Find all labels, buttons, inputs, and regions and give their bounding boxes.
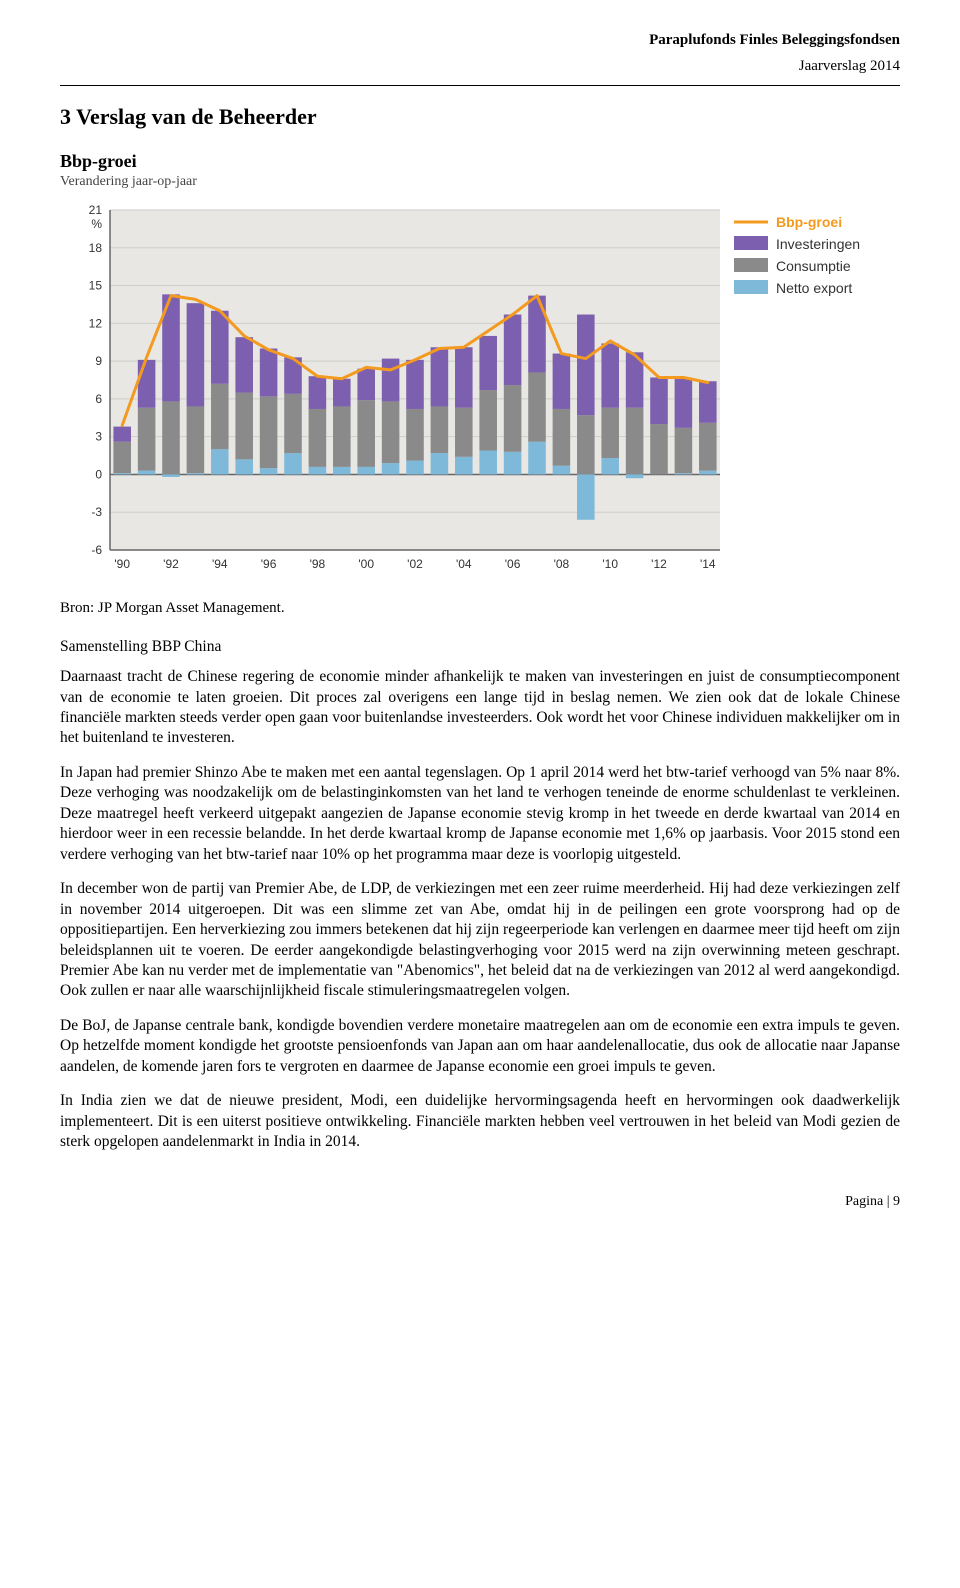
svg-text:'04: '04 — [456, 557, 472, 571]
para-3: De BoJ, de Japanse centrale bank, kondig… — [60, 1016, 900, 1077]
svg-text:'00: '00 — [358, 557, 374, 571]
svg-text:12: 12 — [89, 317, 103, 331]
subheading: Samenstelling BBP China Daarnaast tracht … — [60, 637, 900, 749]
svg-text:-6: -6 — [91, 543, 102, 557]
header-title: Paraplufonds Finles Beleggingsfondsen — [60, 30, 900, 50]
svg-text:'10: '10 — [602, 557, 618, 571]
svg-text:-3: -3 — [91, 506, 102, 520]
svg-text:Consumptie: Consumptie — [776, 258, 851, 274]
svg-text:Investeringen: Investeringen — [776, 236, 860, 252]
svg-text:'94: '94 — [212, 557, 228, 571]
chart-title: Bbp-groei — [60, 149, 900, 173]
svg-text:'98: '98 — [310, 557, 326, 571]
svg-text:'08: '08 — [554, 557, 570, 571]
svg-text:'12: '12 — [651, 557, 667, 571]
bron-line: Bron: JP Morgan Asset Management. — [60, 598, 900, 618]
bbp-chart: Bbp-groei Verandering jaar-op-jaar -6 -3 0… — [60, 149, 900, 580]
svg-text:'96: '96 — [261, 557, 277, 571]
svg-text:0: 0 — [95, 468, 102, 482]
para-2: In december won de partij van Premier Ab… — [60, 879, 900, 1002]
chart-subtitle: Verandering jaar-op-jaar — [60, 173, 900, 192]
svg-text:9: 9 — [95, 354, 102, 368]
para-1: In Japan had premier Shinzo Abe te maken… — [60, 763, 900, 865]
svg-text:'90: '90 — [114, 557, 130, 571]
svg-text:%: % — [91, 217, 102, 231]
svg-text:21: 21 — [89, 203, 103, 217]
svg-text:'92: '92 — [163, 557, 179, 571]
page-header: Paraplufonds Finles Beleggingsfondsen Ja… — [60, 30, 900, 77]
subheading-text: Samenstelling BBP China — [60, 637, 900, 657]
svg-text:'02: '02 — [407, 557, 423, 571]
svg-text:6: 6 — [95, 392, 102, 406]
svg-text:Netto export: Netto export — [776, 280, 852, 296]
svg-text:Bbp-groei: Bbp-groei — [776, 214, 842, 230]
chart-canvas: -6 -3 0 3 6 9 12 15 18 21% '90 '92 '94 '96 '98 '00 '02 '0… — [60, 200, 900, 580]
section-title: 3 Verslag van de Beheerder — [60, 102, 900, 132]
svg-text:18: 18 — [89, 241, 103, 255]
svg-text:'06: '06 — [505, 557, 521, 571]
top-rule — [60, 85, 900, 86]
svg-text:15: 15 — [89, 279, 103, 293]
para-0: Daarnaast tracht de Chinese regering de … — [60, 668, 900, 746]
svg-text:3: 3 — [95, 430, 102, 444]
svg-text:'14: '14 — [700, 557, 716, 571]
para-4: In India zien we dat de nieuwe president… — [60, 1091, 900, 1152]
page-footer: Pagina | 9 — [60, 1193, 900, 1212]
header-subtitle: Jaarverslag 2014 — [60, 56, 900, 76]
